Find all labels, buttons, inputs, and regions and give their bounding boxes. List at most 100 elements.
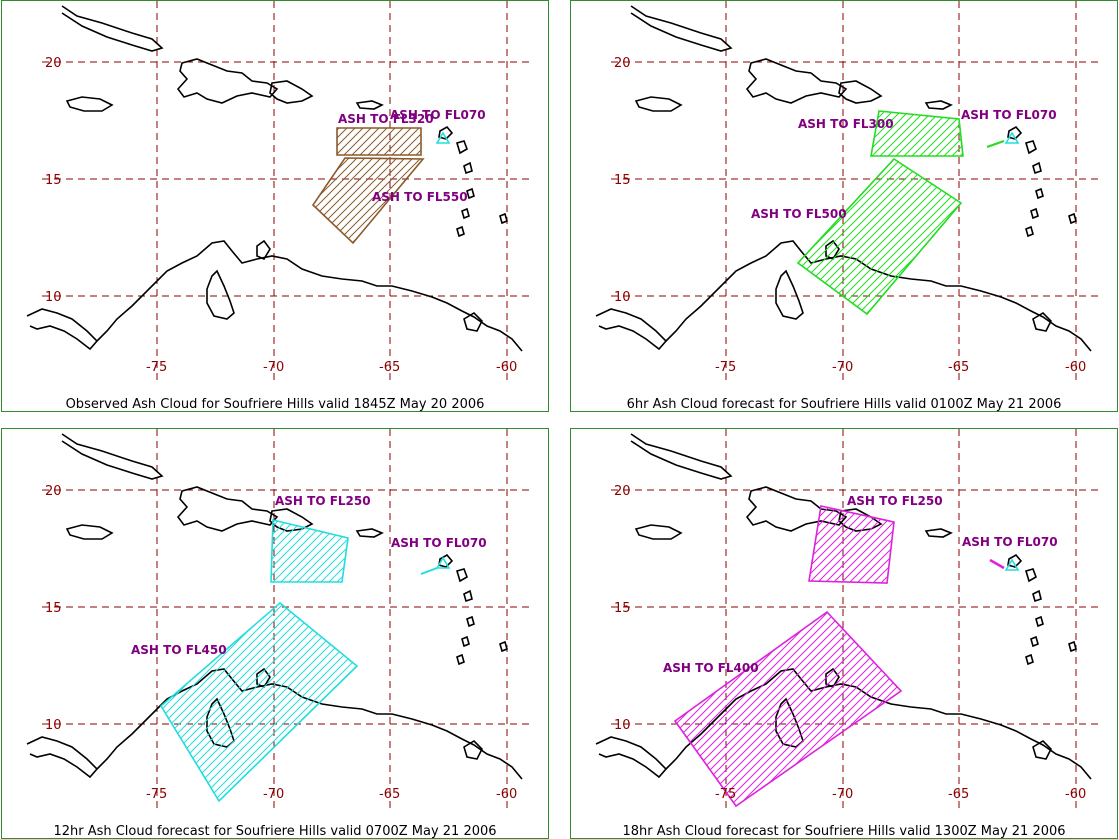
coastline: [499, 640, 508, 653]
ash-plume-line: [986, 140, 1005, 148]
ash-level-label: ASH TO FL400: [663, 661, 759, 675]
coastline: [634, 96, 683, 112]
coastline: [1025, 225, 1034, 238]
coastline: [630, 5, 733, 52]
ash-plume-line: [420, 567, 438, 575]
lon-tick-label: -65: [379, 787, 400, 802]
coastline: [256, 239, 271, 261]
coastline: [466, 187, 475, 200]
coastline: [595, 308, 668, 351]
lat-tick-label: 20: [45, 56, 62, 71]
ash-level-label: ASH TO FL500: [751, 207, 847, 221]
coastline: [438, 125, 454, 140]
coastline: [463, 739, 483, 760]
coastline: [456, 140, 468, 155]
ash-cloud-polygon: [673, 610, 903, 808]
coastline: [461, 635, 470, 648]
lat-tick-label: 15: [45, 601, 62, 616]
coastline: [838, 80, 883, 104]
coastline: [1032, 311, 1052, 332]
coastline: [461, 207, 470, 220]
ash-level-label: ASH TO FL300: [798, 117, 894, 131]
ash-level-label: ASH TO FL070: [961, 108, 1057, 122]
coastline: [65, 96, 114, 112]
coastline: [924, 100, 953, 110]
lat-tick-label: 10: [614, 290, 631, 305]
lon-tick-label: -60: [496, 360, 517, 375]
ash-cloud-polygon: [311, 157, 425, 245]
coastline: [1068, 212, 1077, 225]
ash-level-label: ASH TO FL320: [338, 112, 434, 126]
ash-plume-line: [989, 558, 1005, 570]
ash-cloud-polygon: [808, 505, 895, 584]
coastline: [463, 161, 473, 175]
ash-cloud-polygon: [159, 601, 359, 803]
coastline: [1025, 568, 1037, 583]
coastline: [96, 240, 523, 352]
coastline: [1025, 140, 1037, 155]
lon-tick-label: -60: [496, 787, 517, 802]
panel-18hr: -75 -70 -65 -60 20 15 10 ASH TO FL250 ASH TO FL0…: [570, 428, 1118, 839]
ash-cloud-polygon: [270, 518, 349, 583]
coastline: [1007, 553, 1023, 568]
coastline: [775, 269, 804, 320]
ash-level-label: ASH TO FL550: [372, 190, 468, 204]
coastline: [1030, 207, 1039, 220]
caption-12hr: 12hr Ash Cloud forecast for Soufriere Hi…: [53, 824, 497, 839]
coastline: [466, 615, 475, 628]
lon-tick-label: -70: [832, 360, 853, 375]
volcano-marker-icon: [435, 131, 451, 144]
caption-6hr: 6hr Ash Cloud forecast for Soufriere Hil…: [626, 397, 1062, 412]
coastline: [1007, 125, 1023, 140]
lon-tick-label: -65: [948, 360, 969, 375]
coastline: [1030, 635, 1039, 648]
coastline: [595, 736, 668, 779]
ash-cloud-polygon: [870, 110, 964, 157]
lon-tick-label: -70: [832, 787, 853, 802]
panel-6hr: -75 -70 -65 -60 20 15 10 ASH TO FL070 ASH TO FL3…: [570, 0, 1118, 412]
panel-observed: -75 -70 -65 -60 20 15 10 ASH TO FL070 ASH TO FL3…: [1, 0, 549, 412]
lon-tick-label: -75: [146, 787, 167, 802]
coastline: [65, 524, 114, 540]
map-6hr: -75 -70 -65 -60 20 15 10 ASH TO FL070 ASH TO FL3…: [595, 1, 1101, 383]
lat-tick-label: 20: [614, 484, 631, 499]
map-18hr: -75 -70 -65 -60 20 15 10 ASH TO FL250 ASH TO FL0…: [595, 429, 1101, 810]
coastline: [176, 58, 279, 104]
coastline: [463, 589, 473, 603]
ash-level-label: ASH TO FL070: [391, 536, 487, 550]
ash-level-label: ASH TO FL070: [962, 535, 1058, 549]
volcano-marker-icon: [435, 556, 451, 569]
caption-observed: Observed Ash Cloud for Soufriere Hills v…: [65, 397, 485, 412]
ash-level-label: ASH TO FL070: [390, 108, 486, 122]
lat-tick-label: 10: [614, 718, 631, 733]
coastline: [634, 524, 683, 540]
coastline: [1032, 161, 1042, 175]
lat-tick-label: 20: [45, 484, 62, 499]
ash-level-label: ASH TO FL250: [847, 494, 943, 508]
lat-tick-label: 10: [45, 290, 62, 305]
coastline: [463, 311, 483, 332]
coastline: [456, 568, 468, 583]
lon-tick-label: -70: [263, 787, 284, 802]
lon-tick-label: -60: [1065, 360, 1086, 375]
panel-12hr: -75 -70 -65 -60 20 15 10 ASH TO FL250 ASH TO FL0…: [1, 428, 549, 839]
coastline: [745, 58, 848, 104]
lon-tick-label: -65: [948, 787, 969, 802]
coastline: [176, 486, 279, 532]
lat-tick-label: 15: [614, 173, 631, 188]
coastline: [630, 433, 733, 480]
coastline: [269, 80, 314, 104]
lat-tick-label: 10: [45, 718, 62, 733]
lon-tick-label: -75: [715, 787, 736, 802]
lon-tick-label: -70: [263, 360, 284, 375]
coastline: [456, 225, 465, 238]
ash-cloud-polygon: [796, 157, 963, 316]
volcano-marker-icon: [1004, 558, 1020, 571]
coastline: [61, 433, 164, 480]
coastline: [355, 100, 384, 110]
coastline: [499, 212, 508, 225]
coastline: [456, 653, 465, 666]
coastline: [924, 528, 953, 538]
coastline: [26, 736, 99, 779]
